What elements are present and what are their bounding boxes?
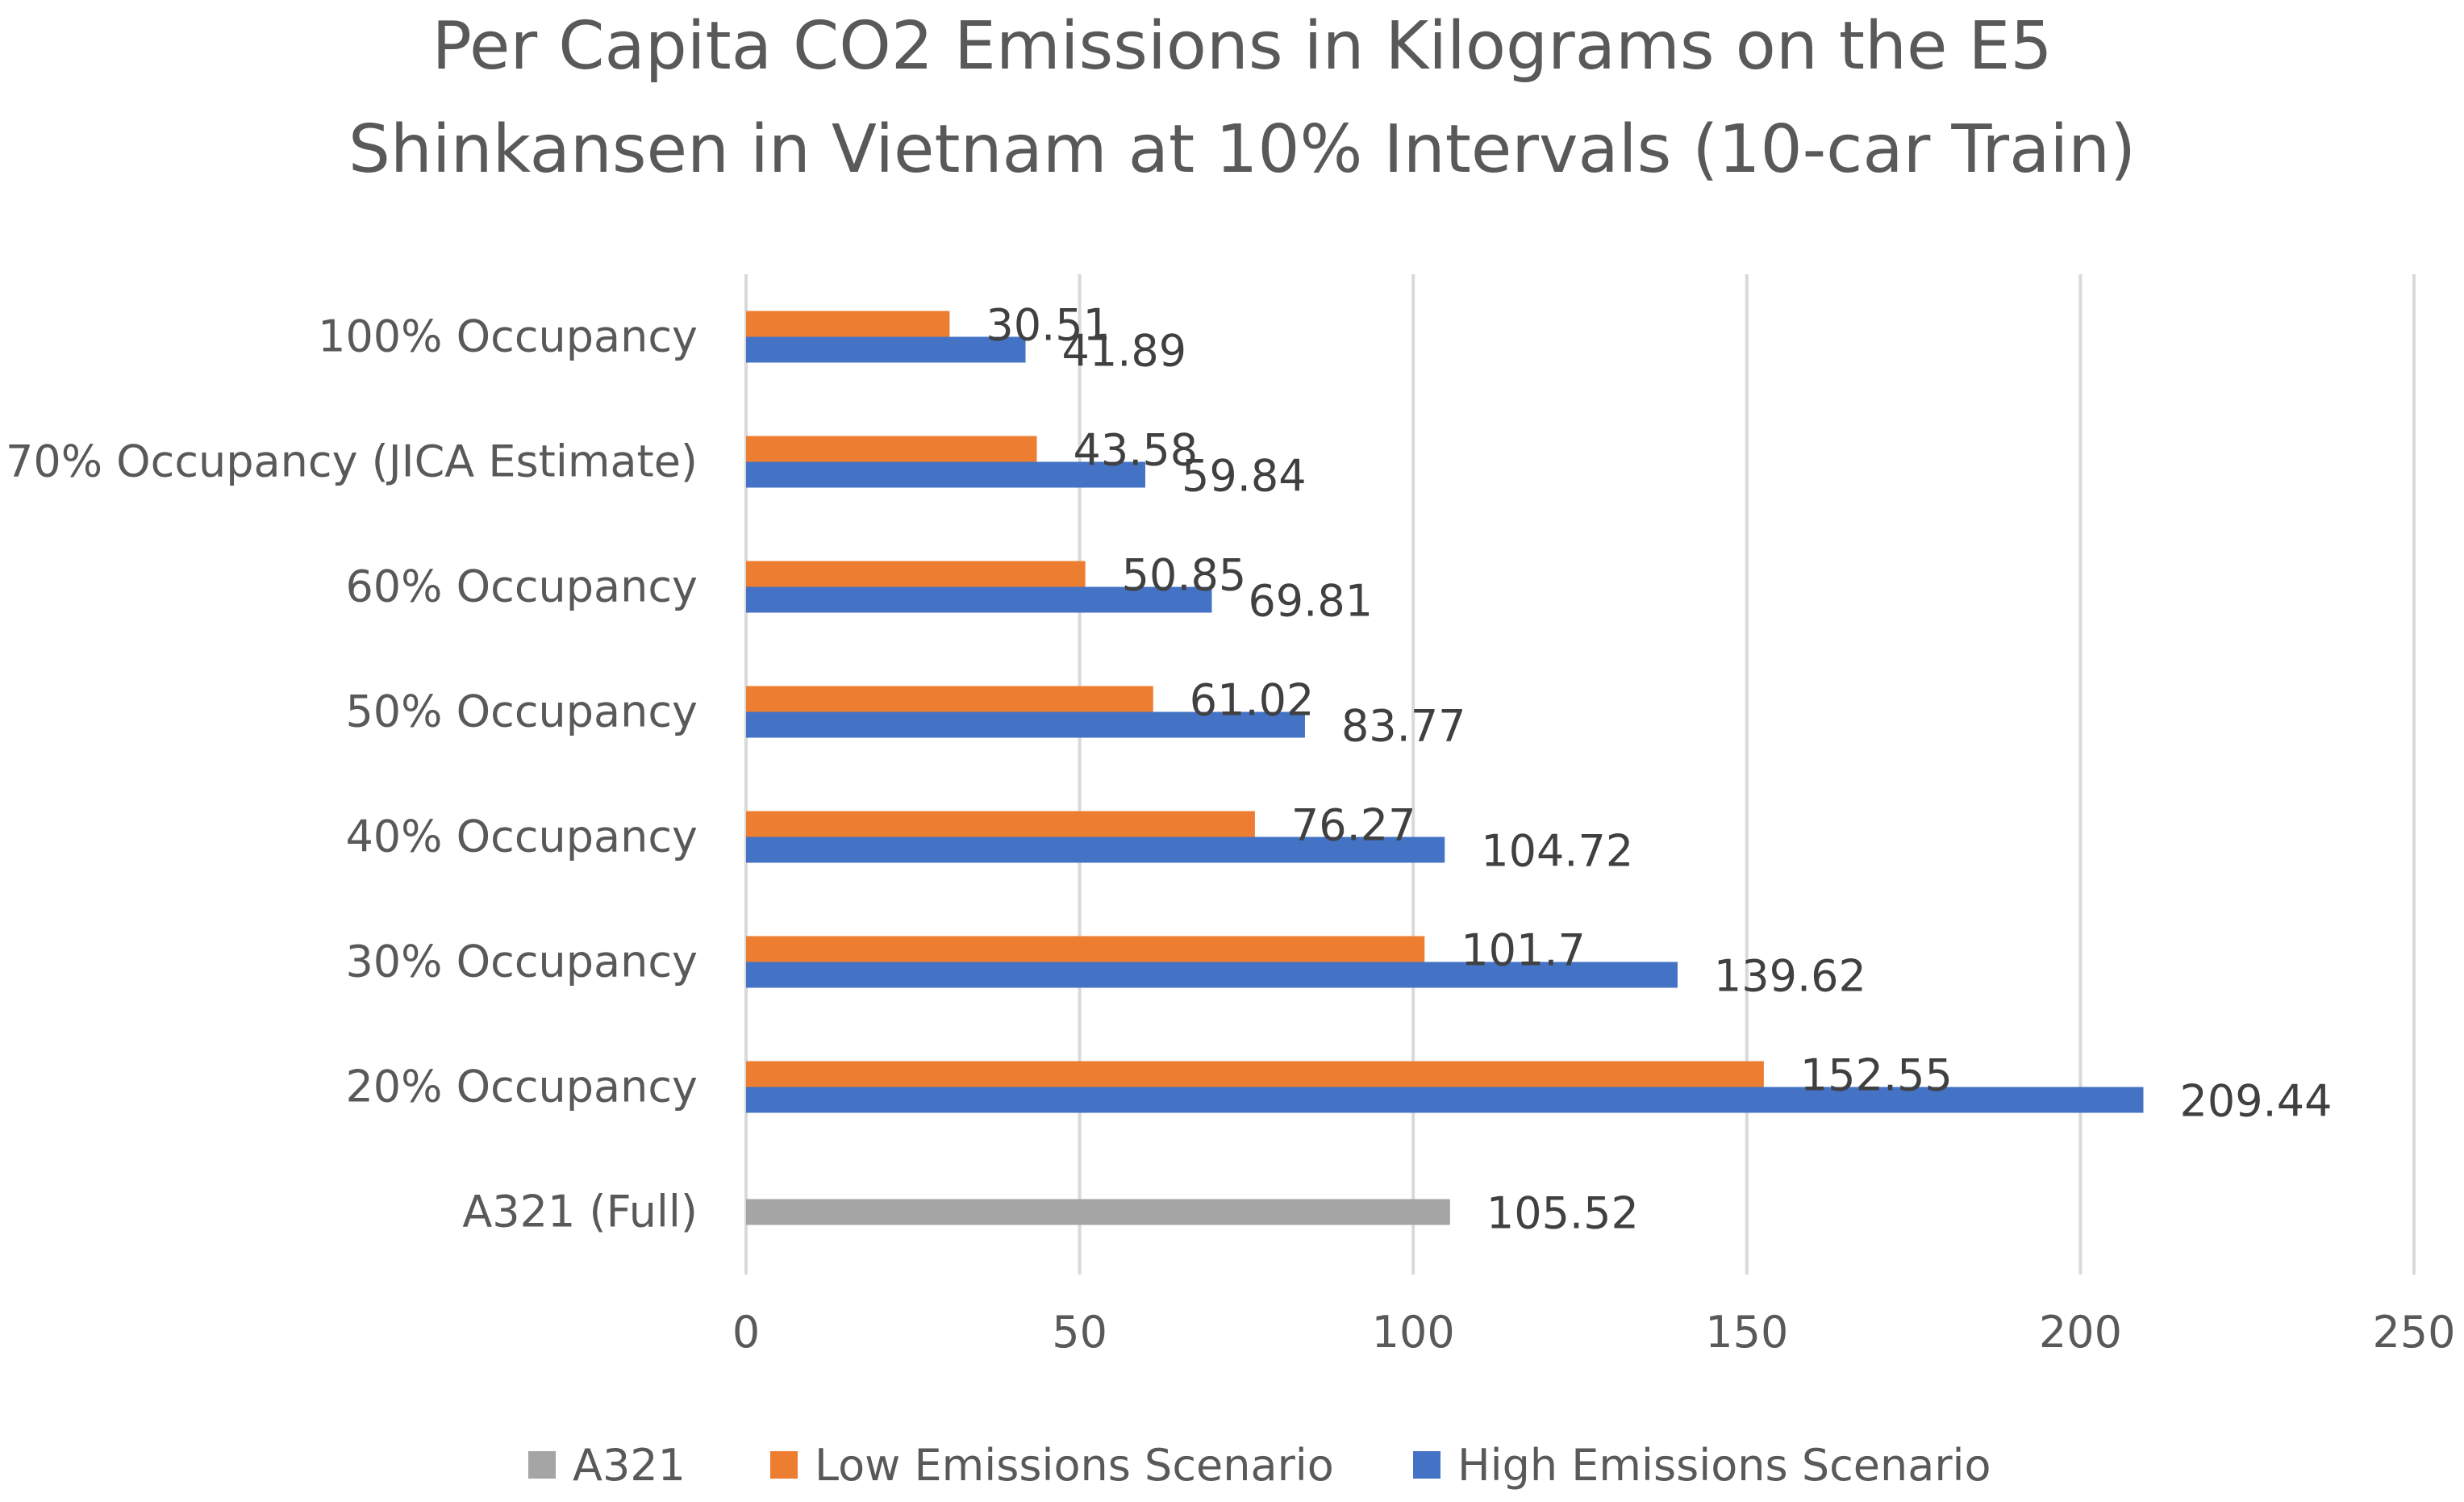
data-label-low-3: 61.02 — [1190, 675, 1315, 726]
legend-item-high-emissions-scenario: High Emissions Scenario — [1413, 1440, 1991, 1491]
x-axis-ticks: 0 50 100 150 200 250 — [732, 1307, 2456, 1358]
x-tick-label: 0 — [732, 1307, 760, 1358]
data-label-high-1: 59.84 — [1182, 451, 1307, 502]
legend-label: High Emissions Scenario — [1457, 1440, 1991, 1491]
data-label-low-4: 76.27 — [1291, 800, 1416, 851]
y-category-label: A321 (Full) — [462, 1187, 698, 1237]
chart-title: Per Capita CO2 Emissions in Kilograms on… — [348, 8, 2136, 188]
x-tick-label: 250 — [2372, 1307, 2455, 1358]
y-axis-categories: 100% Occupancy 70% Occupancy (JICA Estima… — [6, 311, 698, 1237]
bar-high-0 — [746, 336, 1026, 363]
data-label-low-1: 43.58 — [1073, 425, 1198, 476]
legend-label: A321 — [573, 1440, 686, 1491]
y-category-label: 40% Occupancy — [345, 811, 698, 862]
legend-label: Low Emissions Scenario — [815, 1440, 1334, 1491]
x-tick-label: 200 — [2039, 1307, 2122, 1358]
data-label-high-6: 209.44 — [2179, 1076, 2332, 1127]
bar-high-3 — [746, 711, 1305, 738]
bar-high-1 — [746, 461, 1145, 488]
bar-high-6 — [746, 1087, 2144, 1113]
legend-swatch — [1413, 1451, 1440, 1479]
legend-item-low-emissions-scenario: Low Emissions Scenario — [770, 1440, 1334, 1491]
data-label-high-2: 69.81 — [1248, 576, 1373, 627]
bar-low-4 — [746, 811, 1255, 837]
bar-low-1 — [746, 436, 1037, 462]
bar-high-4 — [746, 837, 1445, 863]
y-category-label: 30% Occupancy — [345, 937, 698, 987]
legend: A321 Low Emissions Scenario High Emissions… — [528, 1440, 1991, 1491]
data-label-low-5: 101.7 — [1461, 925, 1586, 976]
x-tick-label: 100 — [1372, 1307, 1455, 1358]
legend-swatch — [770, 1451, 798, 1479]
chart-title-line-2: Shinkansen in Vietnam at 10% Intervals (… — [348, 111, 2136, 188]
data-label-high-0: 41.89 — [1062, 326, 1187, 377]
y-category-label: 60% Occupancy — [345, 561, 698, 612]
y-category-label: 20% Occupancy — [345, 1062, 698, 1112]
bar-low-2 — [746, 561, 1086, 587]
data-label-high-4: 104.72 — [1481, 826, 1633, 877]
chart-title-line-1: Per Capita CO2 Emissions in Kilograms on… — [432, 8, 2052, 85]
bar-low-5 — [746, 936, 1425, 962]
data-label-a321-7: 105.52 — [1486, 1188, 1639, 1239]
gridlines — [744, 274, 2416, 1275]
bars — [746, 311, 2144, 1225]
bar-a321-7 — [746, 1199, 1450, 1225]
x-tick-label: 150 — [1705, 1307, 1788, 1358]
bar-low-6 — [746, 1061, 1764, 1087]
legend-item-a321: A321 — [528, 1440, 686, 1491]
data-label-high-5: 139.62 — [1714, 951, 1866, 1002]
y-category-label: 70% Occupancy (JICA Estimate) — [6, 436, 698, 487]
data-label-low-0: 30.51 — [986, 300, 1111, 351]
data-label-high-3: 83.77 — [1341, 701, 1466, 752]
bar-low-3 — [746, 686, 1153, 712]
legend-swatch — [528, 1451, 556, 1479]
bar-low-0 — [746, 311, 950, 337]
y-category-label: 50% Occupancy — [345, 686, 698, 737]
bar-high-2 — [746, 586, 1212, 613]
bar-high-5 — [746, 962, 1678, 988]
data-label-low-2: 50.85 — [1122, 550, 1247, 601]
x-tick-label: 50 — [1052, 1307, 1107, 1358]
data-label-low-6: 152.55 — [1800, 1050, 1953, 1101]
y-category-label: 100% Occupancy — [318, 311, 698, 362]
